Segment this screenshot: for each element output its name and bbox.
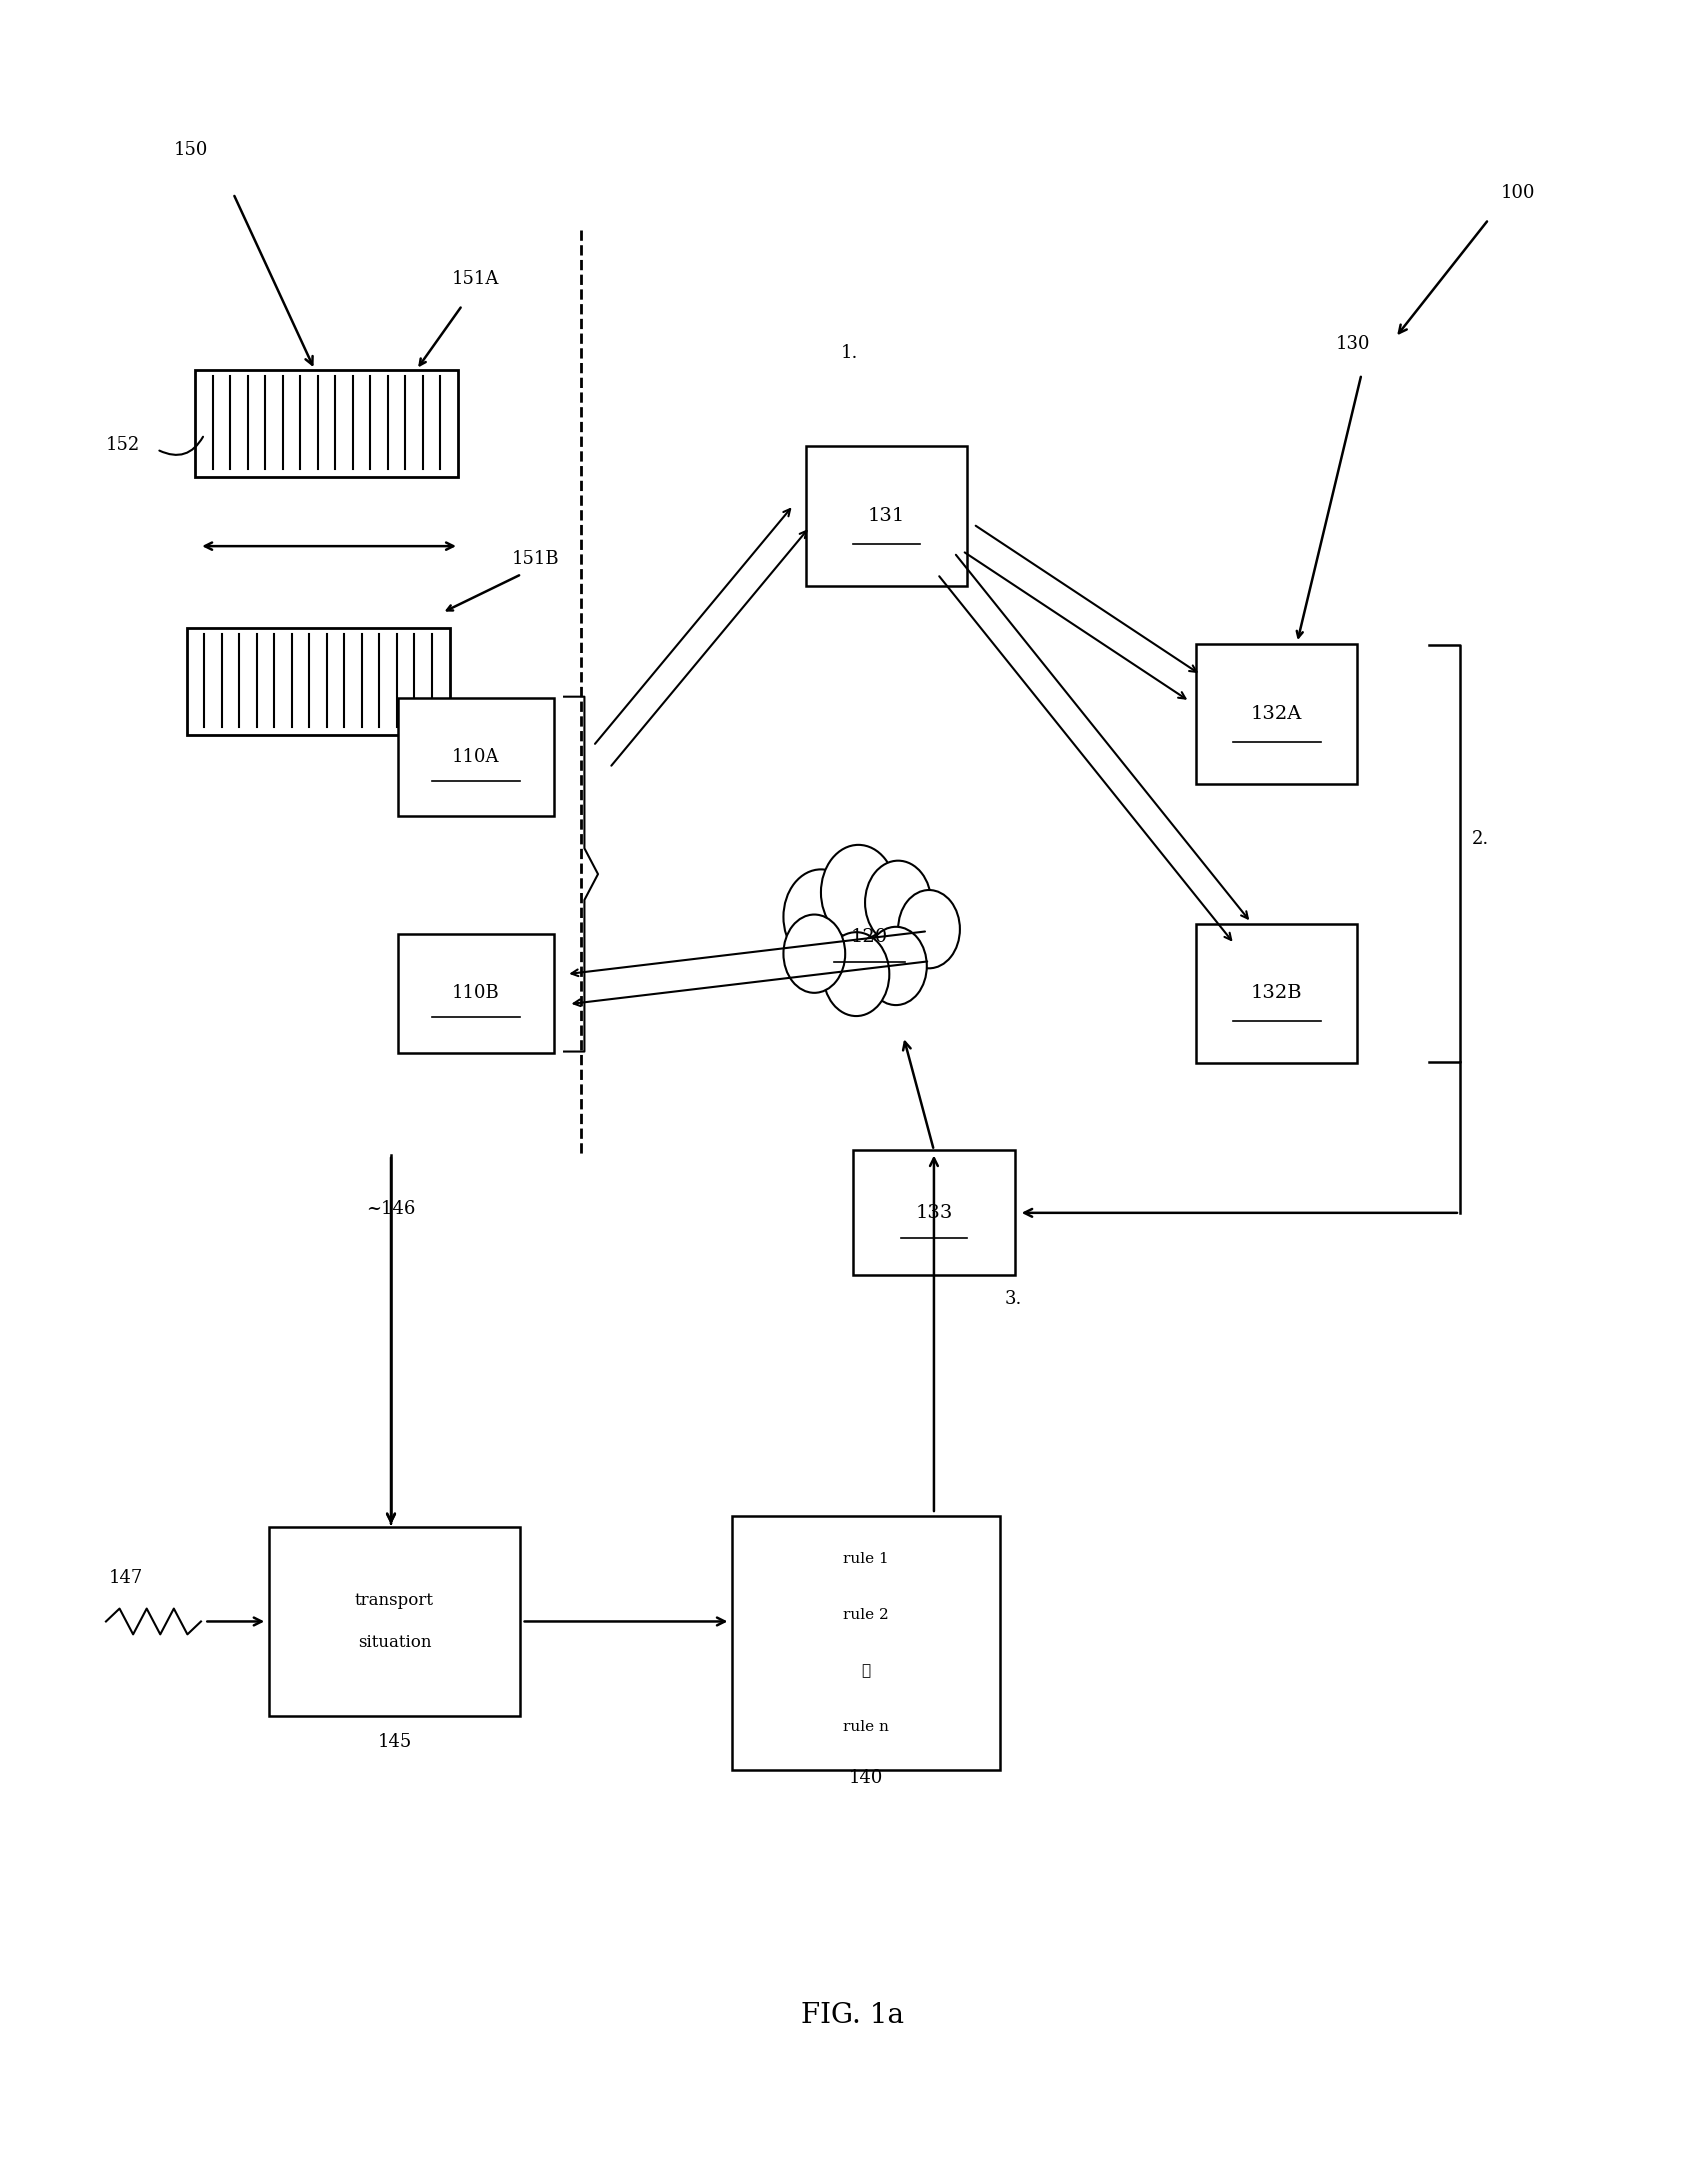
Bar bbox=[186, 628, 450, 736]
Text: 130: 130 bbox=[1335, 335, 1371, 352]
Bar bbox=[269, 1526, 520, 1716]
Text: 1.: 1. bbox=[841, 343, 858, 361]
Text: 3.: 3. bbox=[1004, 1289, 1023, 1308]
Text: 140: 140 bbox=[849, 1770, 883, 1788]
Text: 133: 133 bbox=[916, 1205, 953, 1222]
Circle shape bbox=[824, 933, 890, 1017]
Text: 132B: 132B bbox=[1251, 985, 1303, 1002]
Circle shape bbox=[864, 926, 928, 1006]
Text: FIG. 1a: FIG. 1a bbox=[801, 2001, 904, 2029]
Text: ~146: ~146 bbox=[367, 1200, 416, 1218]
Text: 145: 145 bbox=[377, 1734, 411, 1751]
Circle shape bbox=[864, 861, 931, 943]
Text: 132A: 132A bbox=[1251, 704, 1303, 723]
Bar bbox=[731, 1516, 1001, 1770]
Text: rule 2: rule 2 bbox=[844, 1608, 888, 1621]
Circle shape bbox=[783, 870, 858, 965]
Text: 100: 100 bbox=[1500, 184, 1535, 203]
Text: 110B: 110B bbox=[452, 985, 500, 1002]
Text: situation: situation bbox=[358, 1634, 431, 1652]
Text: transport: transport bbox=[355, 1591, 433, 1608]
Circle shape bbox=[899, 890, 960, 967]
Text: 150: 150 bbox=[174, 140, 208, 160]
Bar bbox=[852, 1151, 1014, 1276]
Text: 110A: 110A bbox=[452, 747, 500, 766]
Text: rule n: rule n bbox=[844, 1721, 888, 1734]
Bar bbox=[194, 369, 459, 477]
Text: 131: 131 bbox=[868, 507, 905, 525]
Text: 147: 147 bbox=[109, 1570, 143, 1587]
Bar bbox=[397, 935, 554, 1054]
Circle shape bbox=[820, 844, 895, 939]
Bar bbox=[397, 697, 554, 816]
Text: 151A: 151A bbox=[452, 270, 500, 289]
Text: 152: 152 bbox=[106, 436, 140, 453]
Text: 2.: 2. bbox=[1471, 829, 1488, 848]
Text: 120: 120 bbox=[851, 928, 888, 946]
Text: ⋮: ⋮ bbox=[861, 1665, 871, 1678]
Text: 151B: 151B bbox=[512, 551, 559, 568]
Bar bbox=[1197, 643, 1357, 784]
Circle shape bbox=[783, 915, 846, 993]
Text: rule 1: rule 1 bbox=[844, 1552, 888, 1565]
Bar bbox=[1197, 924, 1357, 1064]
Bar bbox=[806, 447, 967, 585]
